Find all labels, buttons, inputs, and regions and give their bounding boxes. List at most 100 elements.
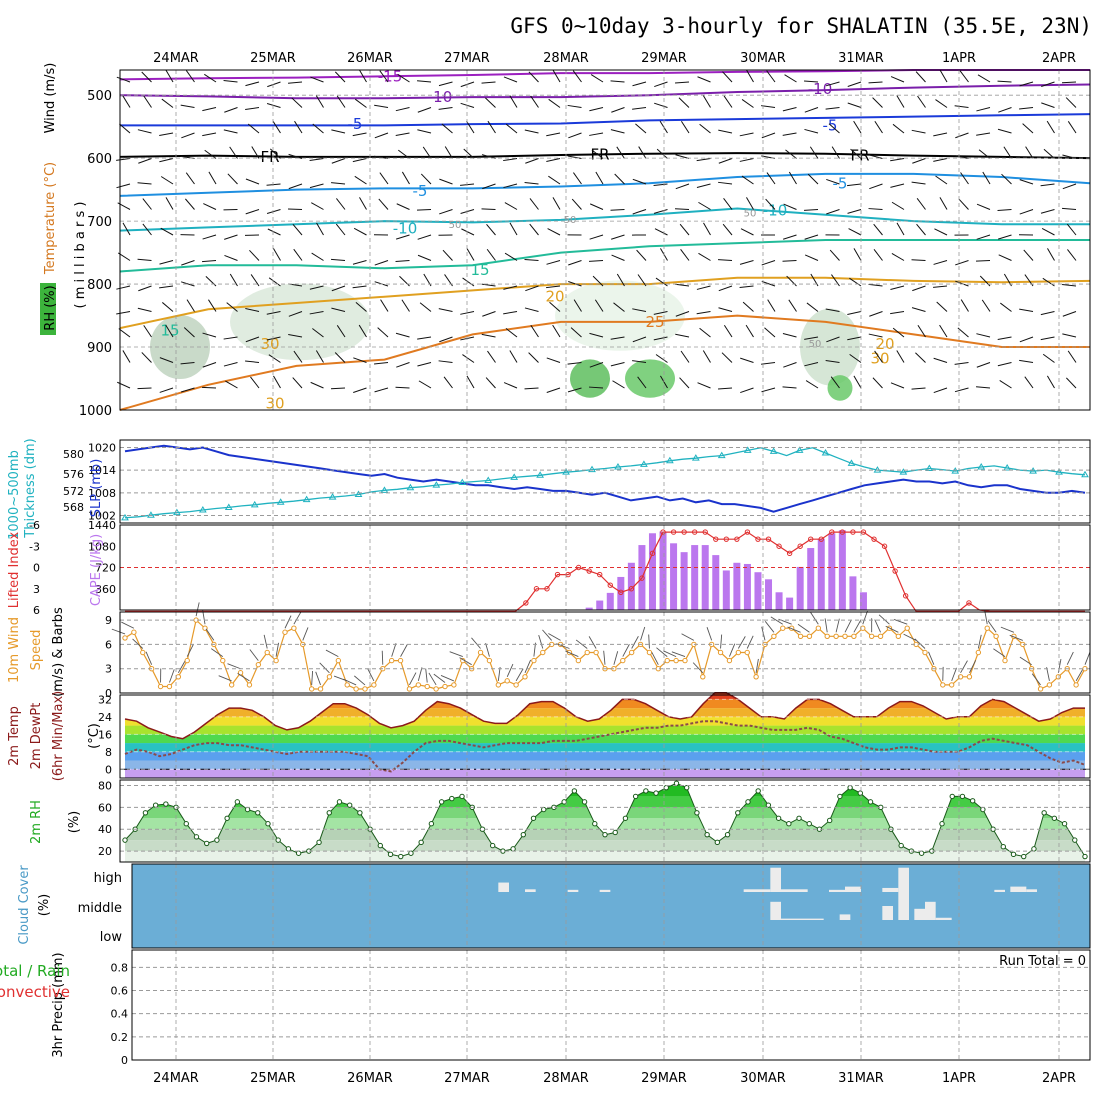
wind-barb <box>273 375 281 389</box>
wind-barb <box>504 202 518 210</box>
wind-barb <box>568 260 582 266</box>
pressure-tick: 500 <box>87 89 112 104</box>
wind-barb-10m <box>218 675 232 682</box>
thickness-line <box>124 447 1086 519</box>
wind-barb <box>482 311 496 317</box>
wind-speed-point <box>264 649 270 656</box>
wind-barb <box>462 277 475 287</box>
wind-barb <box>975 260 991 262</box>
wind-speed-point <box>975 649 982 656</box>
cloud-background <box>132 864 1090 948</box>
rh-point <box>918 850 925 856</box>
wind-barb-10m <box>984 610 988 625</box>
wind-barb <box>742 301 754 312</box>
wind-barb-10m <box>588 636 597 649</box>
rh-point <box>244 806 251 813</box>
wind-barb <box>141 352 152 363</box>
wind-speed-point <box>220 657 226 664</box>
wind-barb <box>806 302 819 312</box>
cape-tick: 1440 <box>88 519 116 532</box>
wind-barb <box>316 222 324 236</box>
wind-barb <box>1047 248 1055 261</box>
wind-barb <box>696 285 711 290</box>
wind-barb <box>485 377 496 389</box>
wind-barb-10m <box>381 650 384 665</box>
wind-barb-10m <box>631 636 639 649</box>
wind-barb <box>761 132 776 139</box>
wind-speed-point <box>744 649 750 656</box>
wind-barb <box>1065 377 1077 389</box>
wind-barb-10m <box>764 621 775 633</box>
wind-barb <box>939 197 948 210</box>
wind-barb <box>180 281 195 287</box>
wind-barb <box>439 336 453 343</box>
wind-speed-point <box>877 633 884 639</box>
wind-barb <box>141 71 152 83</box>
wind-barb <box>803 209 819 211</box>
temp-ylabel-2: 2m DewPt <box>29 703 44 770</box>
wind-barb <box>939 69 948 83</box>
wind-barb <box>1061 81 1077 84</box>
rh-point <box>571 788 578 794</box>
wind-speed-point <box>842 633 848 639</box>
wind-barb <box>142 223 152 236</box>
wind-speed-point <box>922 649 928 656</box>
wind-barb <box>266 183 281 186</box>
wind-barb <box>696 311 711 315</box>
wind-barb <box>460 311 475 315</box>
wind-barb <box>395 132 410 137</box>
wind-speed-point <box>246 682 253 688</box>
wind-barb <box>702 95 711 108</box>
wind-speed-point <box>540 649 546 656</box>
thickness-point <box>121 513 129 521</box>
wind-barb-10m <box>874 619 881 633</box>
wind-barb <box>422 146 432 159</box>
wind-barb-10m <box>121 621 135 629</box>
wind-barb <box>917 324 926 338</box>
wind-barb <box>568 132 582 139</box>
wind-barb-10m <box>862 610 868 625</box>
wind-barb <box>831 274 840 287</box>
wind-barb <box>401 299 410 312</box>
wind-barb <box>420 173 432 185</box>
wind-barb-10m <box>417 667 423 682</box>
precip-legend-total: Total / Rain <box>0 962 70 980</box>
wind-barb <box>912 285 926 292</box>
wind-barb <box>293 248 303 261</box>
wind-barb <box>868 333 883 338</box>
wind-barb-10m <box>1031 673 1041 686</box>
thickness-tick: 568 <box>63 501 84 514</box>
wind-barb <box>443 376 453 389</box>
wind-barb <box>954 155 969 159</box>
wind-barb-10m <box>977 634 982 649</box>
li-point <box>607 582 613 588</box>
wind-barb <box>524 259 539 261</box>
wind-barb <box>917 95 926 108</box>
rh-point <box>959 793 966 800</box>
wind-barb <box>847 102 862 108</box>
wind-barb <box>122 222 131 236</box>
contour-label-6: FR <box>590 145 609 163</box>
temp-ylabel-4: (°C) <box>87 723 102 749</box>
cape-bar <box>817 538 825 610</box>
wind-speed-point <box>415 682 422 688</box>
wind-barb <box>251 146 260 159</box>
wind-barb <box>292 224 303 236</box>
wind-barb-10m <box>538 634 544 649</box>
wind-barb <box>825 107 840 110</box>
li-tick: -6 <box>29 519 40 532</box>
wind-barb-10m <box>1084 651 1091 665</box>
wind-barb <box>635 123 647 134</box>
wind-barb <box>809 146 819 159</box>
wind-barb <box>826 336 840 343</box>
wind-barb <box>696 183 711 188</box>
wind-speed-point <box>486 657 493 664</box>
wind-barb <box>589 132 604 136</box>
wind-barb <box>825 308 840 312</box>
date-top-27MAR: 27MAR <box>444 51 490 66</box>
wind-barb-10m <box>853 619 862 633</box>
li-point <box>755 536 761 542</box>
wind-barb <box>250 274 260 287</box>
wind-barb <box>1019 107 1034 110</box>
wind-ylabel-1: 10m Wind <box>7 617 22 683</box>
